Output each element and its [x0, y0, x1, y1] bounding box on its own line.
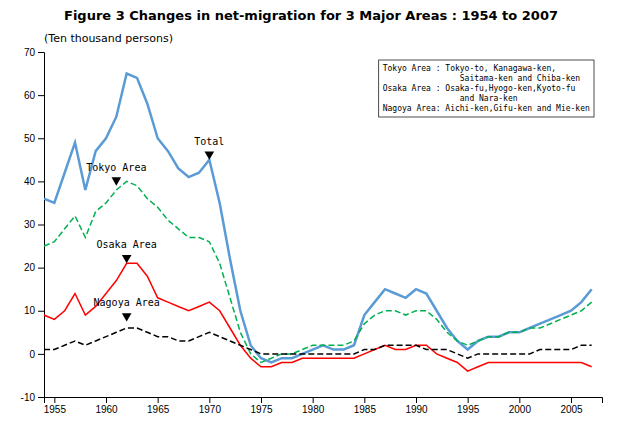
- annotation-marker: [112, 177, 122, 185]
- y-tick: 10: [24, 305, 44, 316]
- x-tick-mark: [519, 397, 520, 403]
- annotation-marker: [122, 255, 132, 263]
- x-tick-label: 1970: [199, 404, 222, 415]
- title: Figure 3 Changes in net-migration for 3 …: [64, 8, 558, 23]
- series-line: [44, 263, 592, 371]
- x-tick: 2000: [509, 397, 532, 415]
- y-tick-mark: [38, 268, 44, 269]
- x-axis-line: [45, 398, 603, 404]
- note-line: Tokyo Area : Tokyo-to, Kanagawa-ken,: [383, 64, 556, 73]
- x-tick: 2005: [560, 397, 583, 415]
- x-tick-label: 1955: [44, 404, 67, 415]
- x-tick-mark: [571, 397, 572, 403]
- y-tick: -10: [21, 392, 44, 403]
- series-line: [44, 328, 592, 358]
- x-tick-label: 1960: [95, 404, 118, 415]
- x-tick: 1965: [147, 397, 170, 415]
- x-tick: 1970: [199, 397, 222, 415]
- y-axis: -10 0 10 20 30 40 50 60 70: [21, 47, 45, 403]
- note-line: Saitama-ken and Chiba-ken: [383, 74, 581, 83]
- x-tick-label: 1990: [405, 404, 428, 415]
- plot: 1955 1960 1965 1970 1975 1980 1985 1990 1995 2000…: [21, 47, 603, 415]
- y-tick: 20: [24, 262, 44, 273]
- x-tick-label: 1965: [147, 404, 170, 415]
- x-tick-label: 1975: [250, 404, 273, 415]
- lines: [44, 74, 592, 372]
- y-tick-mark: [38, 95, 44, 96]
- note-box: [379, 60, 594, 117]
- y-tick-label: 0: [29, 349, 35, 360]
- y-tick-label: 20: [24, 262, 36, 273]
- x-tick-label: 2000: [509, 404, 532, 415]
- x-tick: 1980: [302, 397, 325, 415]
- annotation-text: Nagoya Area: [94, 297, 160, 308]
- x-tick-mark: [416, 397, 417, 403]
- x-tick: 1955: [44, 397, 67, 415]
- x-tick: 1995: [457, 397, 480, 415]
- y-tick: 70: [24, 47, 44, 58]
- annotation-marker: [205, 151, 215, 159]
- x-axis: 1955 1960 1965 1970 1975 1980 1985 1990 1995 2000…: [44, 397, 603, 415]
- y-tick-mark: [38, 52, 44, 53]
- series-line: [44, 181, 592, 362]
- chart: Figure 3 Changes in net-migration for 3 …: [0, 0, 622, 429]
- x-tick-mark: [261, 397, 262, 403]
- y-tick-mark: [38, 138, 44, 139]
- annotation-text: Osaka Area: [97, 239, 157, 250]
- y-tick-label: 50: [24, 133, 36, 144]
- y-tick: 0: [29, 349, 44, 360]
- y-tick-label: 30: [24, 219, 36, 230]
- note-line: Osaka Area : Osaka-fu,Hyogo-ken,Kyoto-fu: [383, 84, 576, 93]
- x-tick: 1985: [354, 397, 377, 415]
- y-tick-mark: [38, 225, 44, 226]
- note-line: Nagoya Area: Aichi-ken,Gifu-ken and Mie-…: [383, 104, 590, 113]
- x-tick-label: 1995: [457, 404, 480, 415]
- x-tick-label: 2005: [560, 404, 583, 415]
- y-axis-line: [38, 53, 45, 398]
- x-tick-mark: [106, 397, 107, 403]
- y-tick-label: 60: [24, 90, 36, 101]
- x-tick-mark: [158, 397, 159, 403]
- y-tick: 50: [24, 133, 44, 144]
- x-tick-mark: [468, 397, 469, 403]
- note-line: and Nara-ken: [383, 94, 518, 103]
- annotations: Tokyo Area Osaka Area Nagoya Area Total: [86, 136, 224, 322]
- y-tick-label: 70: [24, 47, 36, 58]
- y-tick: 60: [24, 90, 44, 101]
- y-tick-label: 40: [24, 176, 36, 187]
- annotation-marker: [122, 313, 132, 321]
- y-tick: 40: [24, 176, 44, 187]
- annotation-text: Total: [194, 136, 224, 147]
- x-tick-mark: [209, 397, 210, 403]
- x-tick: 1975: [250, 397, 273, 415]
- y-axis-label: (Ten thousand persons): [44, 32, 173, 45]
- y-tick-label: 10: [24, 305, 36, 316]
- y-tick-mark: [38, 311, 44, 312]
- annotation-text: Tokyo Area: [86, 162, 146, 173]
- x-tick-mark: [54, 397, 55, 403]
- y-tick-mark: [38, 354, 44, 355]
- x-tick-label: 1980: [302, 404, 325, 415]
- y-tick-mark: [38, 397, 44, 398]
- note: Tokyo Area : Tokyo-to, Kanagawa-ken, Sai…: [379, 60, 594, 117]
- x-tick: 1990: [405, 397, 428, 415]
- x-tick-mark: [313, 397, 314, 403]
- x-tick-mark: [364, 397, 365, 403]
- y-tick-mark: [38, 181, 44, 182]
- x-tick-label: 1985: [354, 404, 377, 415]
- y-tick-label: -10: [21, 392, 36, 403]
- y-tick: 30: [24, 219, 44, 230]
- x-tick: 1960: [95, 397, 118, 415]
